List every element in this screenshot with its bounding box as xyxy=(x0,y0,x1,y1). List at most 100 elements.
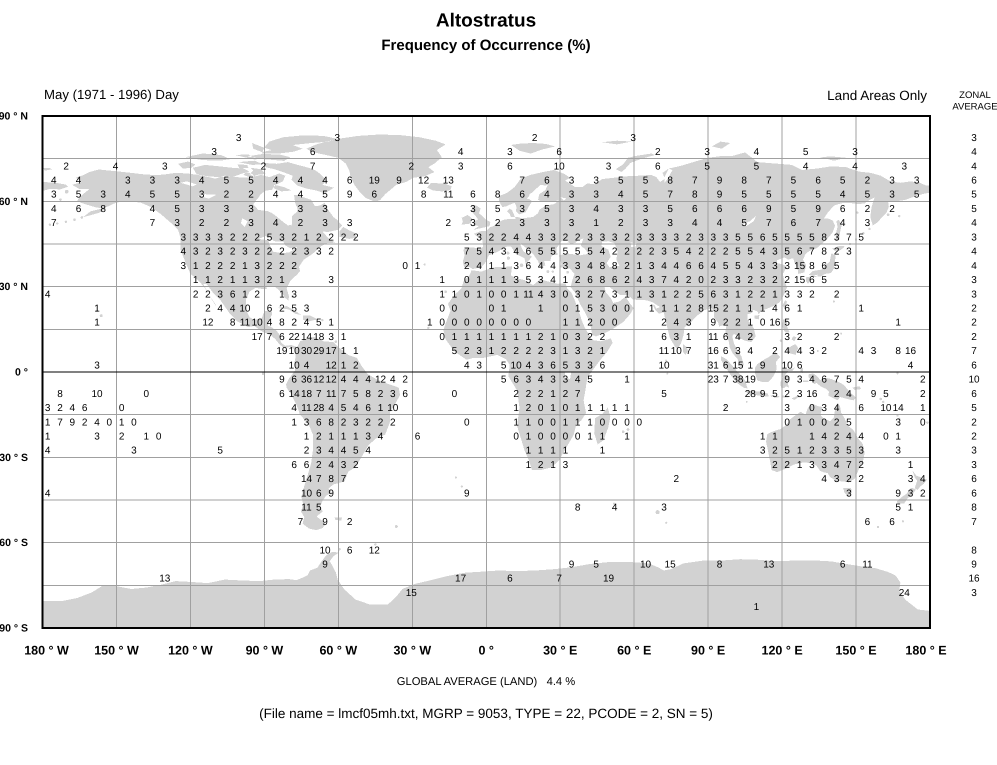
svg-text:1: 1 xyxy=(341,332,347,343)
svg-text:3: 3 xyxy=(328,332,334,343)
svg-text:1: 1 xyxy=(513,332,519,343)
svg-text:0: 0 xyxy=(563,332,569,343)
svg-text:3: 3 xyxy=(563,460,569,471)
svg-text:6: 6 xyxy=(310,147,316,158)
svg-text:1: 1 xyxy=(538,304,544,315)
svg-text:15: 15 xyxy=(794,261,806,272)
svg-text:2: 2 xyxy=(834,389,840,400)
svg-text:0: 0 xyxy=(600,318,606,329)
svg-text:6: 6 xyxy=(723,332,729,343)
svg-text:8: 8 xyxy=(895,346,901,357)
svg-text:12: 12 xyxy=(313,375,325,386)
svg-text:1: 1 xyxy=(624,289,630,300)
svg-text:3: 3 xyxy=(674,332,680,343)
svg-text:4: 4 xyxy=(858,432,864,443)
svg-text:2: 2 xyxy=(920,389,926,400)
svg-text:2: 2 xyxy=(612,247,618,258)
svg-text:1: 1 xyxy=(587,403,593,414)
svg-text:0: 0 xyxy=(600,417,606,428)
svg-text:17: 17 xyxy=(455,574,467,585)
svg-text:7: 7 xyxy=(556,574,562,585)
svg-text:8: 8 xyxy=(692,190,698,201)
svg-text:2: 2 xyxy=(538,460,544,471)
svg-text:2: 2 xyxy=(686,304,692,315)
svg-text:1: 1 xyxy=(920,403,926,414)
svg-text:1: 1 xyxy=(526,332,532,343)
svg-text:2: 2 xyxy=(784,389,790,400)
svg-text:5: 5 xyxy=(224,176,230,187)
svg-text:6: 6 xyxy=(723,360,729,371)
svg-text:8: 8 xyxy=(698,304,704,315)
svg-text:0: 0 xyxy=(156,432,162,443)
svg-text:0: 0 xyxy=(563,403,569,414)
svg-text:2: 2 xyxy=(205,289,211,300)
svg-text:2: 2 xyxy=(538,332,544,343)
svg-text:8: 8 xyxy=(575,503,581,514)
svg-text:2: 2 xyxy=(230,232,236,243)
svg-text:3: 3 xyxy=(513,275,519,286)
svg-text:6: 6 xyxy=(304,460,310,471)
svg-text:3: 3 xyxy=(649,232,655,243)
svg-text:16: 16 xyxy=(708,346,720,357)
svg-text:3: 3 xyxy=(889,190,895,201)
svg-text:3: 3 xyxy=(575,261,581,272)
svg-text:6: 6 xyxy=(821,261,827,272)
svg-text:5: 5 xyxy=(550,247,556,258)
svg-text:2: 2 xyxy=(723,247,729,258)
svg-text:3: 3 xyxy=(821,460,827,471)
svg-text:8: 8 xyxy=(971,503,977,514)
svg-text:4: 4 xyxy=(821,432,827,443)
svg-text:1: 1 xyxy=(575,304,581,315)
svg-text:4: 4 xyxy=(797,346,803,357)
svg-text:1: 1 xyxy=(193,275,199,286)
svg-text:60 ° S: 60 ° S xyxy=(0,537,28,549)
svg-text:4: 4 xyxy=(908,360,914,371)
svg-text:6: 6 xyxy=(519,190,525,201)
svg-text:19: 19 xyxy=(276,346,288,357)
svg-text:60 ° W: 60 ° W xyxy=(319,644,357,658)
svg-text:1: 1 xyxy=(538,446,544,457)
svg-text:6: 6 xyxy=(279,332,285,343)
svg-text:4: 4 xyxy=(803,161,809,172)
svg-text:120 ° W: 120 ° W xyxy=(168,644,213,658)
svg-text:0: 0 xyxy=(538,403,544,414)
svg-text:6: 6 xyxy=(784,304,790,315)
svg-text:6: 6 xyxy=(82,403,88,414)
svg-text:60 ° N: 60 ° N xyxy=(0,196,28,208)
svg-text:7: 7 xyxy=(846,232,852,243)
svg-text:8: 8 xyxy=(971,545,977,556)
svg-text:5: 5 xyxy=(267,232,273,243)
svg-text:5: 5 xyxy=(723,261,729,272)
svg-text:2: 2 xyxy=(347,517,353,528)
svg-text:3: 3 xyxy=(100,190,106,201)
svg-text:4: 4 xyxy=(637,275,643,286)
svg-text:4: 4 xyxy=(538,261,544,272)
svg-text:6: 6 xyxy=(809,275,815,286)
svg-text:4: 4 xyxy=(217,304,223,315)
svg-text:4: 4 xyxy=(971,247,977,258)
svg-text:7: 7 xyxy=(267,332,273,343)
svg-text:2: 2 xyxy=(242,232,248,243)
svg-text:4: 4 xyxy=(273,176,279,187)
svg-text:90 ° W: 90 ° W xyxy=(246,644,284,658)
svg-text:150 ° W: 150 ° W xyxy=(94,644,139,658)
svg-text:5: 5 xyxy=(846,375,852,386)
svg-text:2: 2 xyxy=(248,190,254,201)
svg-text:2: 2 xyxy=(772,460,778,471)
svg-text:7: 7 xyxy=(971,346,977,357)
svg-text:1: 1 xyxy=(575,403,581,414)
svg-text:4: 4 xyxy=(550,275,556,286)
svg-text:0: 0 xyxy=(119,403,125,414)
svg-text:7: 7 xyxy=(600,289,606,300)
svg-text:3: 3 xyxy=(809,460,815,471)
svg-text:3: 3 xyxy=(217,247,223,258)
svg-text:10: 10 xyxy=(640,560,652,571)
svg-text:4: 4 xyxy=(328,460,334,471)
svg-text:4: 4 xyxy=(298,176,304,187)
svg-text:0: 0 xyxy=(563,289,569,300)
svg-text:5: 5 xyxy=(754,161,760,172)
svg-text:5: 5 xyxy=(914,190,920,201)
svg-text:1: 1 xyxy=(895,432,901,443)
svg-text:Land Areas Only: Land Areas Only xyxy=(827,88,927,103)
svg-text:2: 2 xyxy=(199,218,205,229)
